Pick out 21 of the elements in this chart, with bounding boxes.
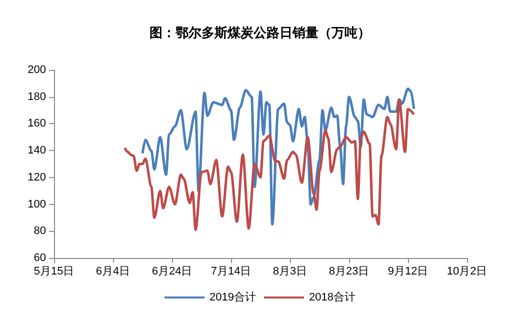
y-tick-label: 180 bbox=[28, 90, 46, 103]
x-tick-label: 9月12日 bbox=[388, 266, 428, 278]
y-tick-label: 160 bbox=[28, 118, 46, 130]
x-tick-label: 7月14日 bbox=[210, 266, 252, 278]
y-tick-label: 120 bbox=[28, 171, 46, 184]
y-tick-label: 100 bbox=[28, 198, 46, 210]
y-tick-label: 60 bbox=[34, 252, 46, 264]
y-tick-label: 140 bbox=[28, 144, 46, 157]
x-tick-label: 5月15日 bbox=[34, 266, 74, 278]
line-series bbox=[124, 98, 416, 232]
x-tick-label: 6月4日 bbox=[96, 266, 130, 278]
chart-title: 图：鄂尔多斯煤炭公路日销量（万吨） bbox=[150, 26, 370, 41]
legend-label: 2019合计 bbox=[210, 290, 256, 304]
legend-label: 2018合计 bbox=[309, 290, 356, 304]
y-tick-label: 200 bbox=[28, 64, 46, 76]
x-tick-label: 10月2日 bbox=[446, 266, 488, 278]
y-tick-label: 80 bbox=[34, 225, 46, 238]
x-tick-label: 6月24日 bbox=[152, 266, 192, 278]
x-tick-label: 8月23日 bbox=[328, 266, 370, 278]
x-tick-label: 8月3日 bbox=[272, 266, 308, 278]
line-series bbox=[141, 88, 416, 226]
